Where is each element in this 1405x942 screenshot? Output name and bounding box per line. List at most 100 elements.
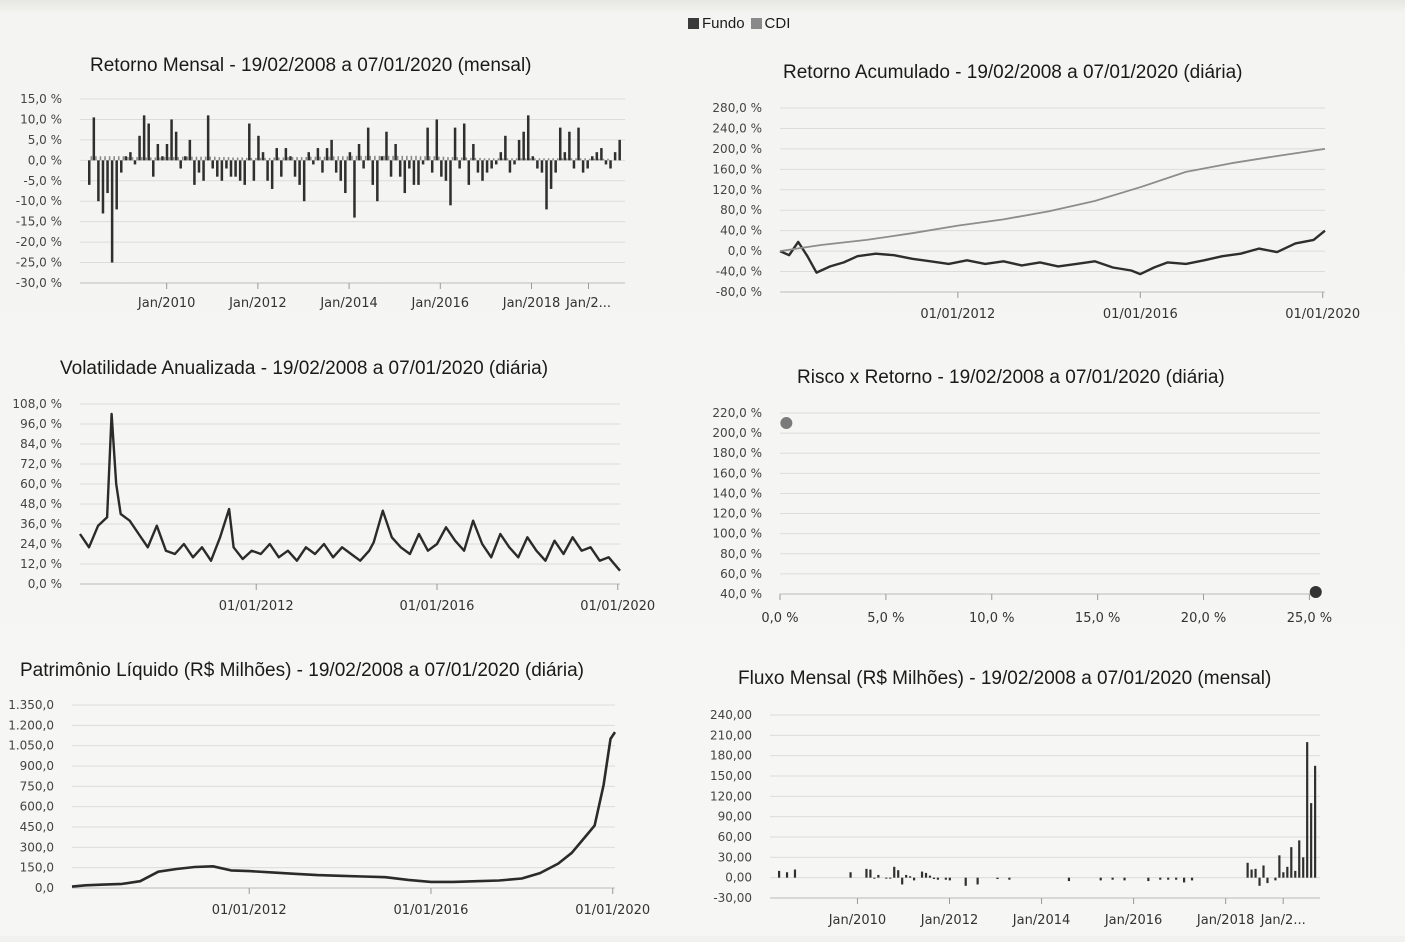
bar-cdi bbox=[259, 157, 262, 161]
y-tick-label: 150,00 bbox=[710, 769, 752, 783]
bar-fundo bbox=[430, 160, 434, 173]
bar-cdi bbox=[415, 155, 417, 161]
bar-fundo bbox=[581, 160, 585, 173]
bar-fundo bbox=[590, 156, 594, 161]
bar-fundo bbox=[444, 160, 448, 181]
bar-cdi bbox=[149, 157, 152, 161]
y-tick-label: 1.200,0 bbox=[8, 718, 54, 732]
bar-fundo bbox=[476, 160, 480, 173]
bar-cdi bbox=[355, 155, 358, 161]
x-tick-label: 5,0 % bbox=[867, 611, 904, 626]
bar-fundo bbox=[517, 139, 521, 161]
y-tick-label: 200,0 % bbox=[712, 426, 762, 440]
x-tick-label: 01/01/2020 bbox=[1285, 307, 1360, 322]
bar-fundo bbox=[540, 160, 544, 173]
y-tick-label: 80,0 % bbox=[720, 203, 762, 217]
bar-fundo bbox=[206, 115, 210, 161]
bar-cdi bbox=[515, 158, 518, 161]
x-tick-label: Jan/2012 bbox=[228, 296, 287, 311]
bar-cdi bbox=[460, 157, 463, 161]
bar-fundo bbox=[1008, 877, 1011, 880]
bar-fundo bbox=[1159, 877, 1162, 880]
bar-fundo bbox=[453, 127, 457, 161]
bar-cdi bbox=[598, 158, 600, 161]
bar-cdi bbox=[474, 157, 477, 161]
bar-cdi bbox=[195, 156, 198, 161]
bar-cdi bbox=[433, 156, 436, 161]
bar-cdi bbox=[273, 157, 276, 161]
y-tick-label: 1.350,0 bbox=[8, 698, 54, 712]
bar-fundo bbox=[371, 160, 375, 185]
bar-cdi bbox=[104, 156, 106, 161]
bar-cdi bbox=[543, 158, 545, 161]
y-tick-label: 0,00 bbox=[725, 871, 752, 885]
bar-cdi bbox=[245, 157, 248, 161]
series-line-fundo bbox=[79, 412, 621, 572]
bar-fundo bbox=[225, 160, 228, 169]
bar-cdi bbox=[332, 156, 335, 161]
y-tick-label: 0,0 % bbox=[28, 577, 62, 591]
bar-fundo bbox=[229, 160, 233, 177]
bar-fundo bbox=[885, 877, 888, 879]
bar-fundo bbox=[778, 870, 781, 878]
bar-fundo bbox=[508, 160, 512, 173]
y-tick-label: 24,0 % bbox=[20, 537, 62, 551]
bar-fundo bbox=[1167, 877, 1170, 880]
bar-fundo bbox=[1290, 847, 1293, 878]
bar-fundo bbox=[92, 117, 96, 161]
y-tick-label: 15,0 % bbox=[20, 92, 62, 106]
bar-cdi bbox=[255, 157, 257, 161]
bar-cdi bbox=[470, 157, 472, 161]
bar-fundo bbox=[1147, 877, 1150, 882]
bar-fundo bbox=[1250, 869, 1253, 878]
y-tick-label: 240,00 bbox=[710, 708, 752, 722]
legend-item-cdi: CDI bbox=[750, 15, 790, 32]
x-tick-label: Jan/2018 bbox=[502, 296, 561, 311]
scatter-point-fundo bbox=[1309, 585, 1322, 598]
bar-fundo bbox=[545, 160, 548, 210]
bar-cdi bbox=[232, 157, 234, 161]
bar-fundo bbox=[353, 160, 356, 218]
bar-fundo bbox=[1067, 877, 1071, 882]
bar-fundo bbox=[302, 160, 306, 202]
bar-cdi bbox=[337, 156, 340, 161]
bar-cdi bbox=[287, 157, 289, 161]
bar-fundo bbox=[417, 160, 420, 185]
y-tick-label: 1.050,0 bbox=[8, 739, 54, 753]
x-tick-label: 01/01/2016 bbox=[400, 599, 475, 614]
bar-cdi bbox=[451, 157, 454, 161]
bar-fundo bbox=[793, 869, 797, 878]
bar-cdi bbox=[456, 157, 458, 161]
bar-cdi bbox=[154, 157, 157, 161]
bar-cdi bbox=[319, 156, 321, 161]
bar-cdi bbox=[579, 158, 582, 161]
x-tick-label: Jan/2010 bbox=[828, 913, 887, 928]
bar-fundo bbox=[403, 160, 407, 194]
bar-fundo bbox=[1123, 877, 1126, 881]
bar-fundo bbox=[261, 152, 265, 161]
bar-fundo bbox=[435, 119, 439, 161]
bar-fundo bbox=[389, 160, 393, 177]
bar-fundo bbox=[531, 156, 535, 161]
chart-title-fluxo-mensal: Fluxo Mensal (R$ Milhões) - 19/02/2008 a… bbox=[738, 668, 1272, 689]
bar-cdi bbox=[561, 158, 564, 161]
bar-fundo bbox=[293, 160, 297, 177]
x-tick-label: 01/01/2012 bbox=[219, 599, 294, 614]
y-tick-label: 750,0 bbox=[20, 779, 54, 793]
bar-fundo bbox=[321, 160, 324, 173]
bar-fundo bbox=[133, 160, 137, 165]
y-tick-label: 5,0 % bbox=[28, 133, 62, 147]
x-tick-label: 01/01/2012 bbox=[212, 903, 287, 918]
y-tick-label: 96,0 % bbox=[20, 417, 62, 431]
bar-fundo bbox=[1306, 742, 1309, 878]
bar-fundo bbox=[481, 160, 484, 181]
bar-fundo bbox=[275, 148, 278, 161]
bar-fundo bbox=[924, 872, 928, 878]
bar-fundo bbox=[193, 160, 196, 185]
bar-cdi bbox=[566, 158, 568, 161]
y-tick-label: 120,00 bbox=[710, 789, 752, 803]
bar-cdi bbox=[602, 158, 605, 161]
bar-fundo bbox=[1246, 862, 1249, 878]
bar-fundo bbox=[129, 152, 132, 161]
bar-fundo bbox=[380, 156, 384, 161]
